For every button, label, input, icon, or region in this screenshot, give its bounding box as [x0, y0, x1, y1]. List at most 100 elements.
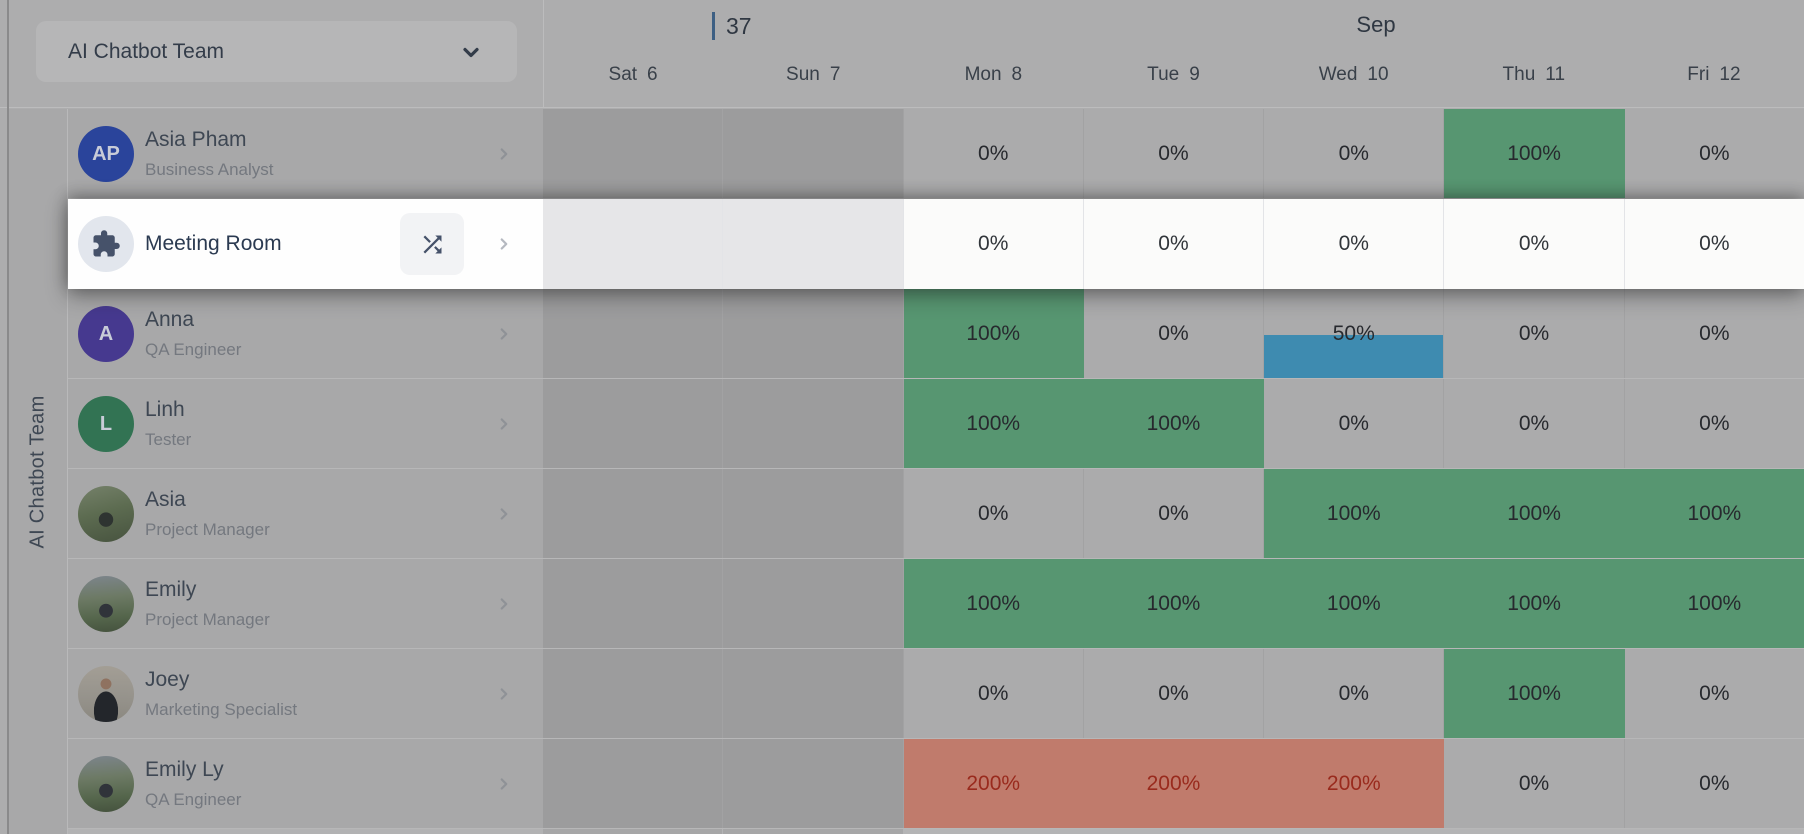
cell-sun-joey[interactable]: [723, 649, 904, 738]
cell-wed-linh[interactable]: 0%: [1264, 379, 1445, 468]
cell-mon-emily[interactable]: 100%: [903, 559, 1084, 648]
chevron-right-icon[interactable]: [495, 685, 513, 703]
cell-sat-emily-ly[interactable]: [543, 739, 724, 828]
cell-mon-asia[interactable]: 0%: [903, 469, 1084, 558]
partial-cell: [723, 829, 904, 834]
cell-thu-asia-pham[interactable]: 100%: [1444, 109, 1625, 198]
chevron-right-icon[interactable]: [495, 505, 513, 523]
day-headers: Sat 6 Sun 7 Mon 8 Tue 9 Wed 10 Thu 11 Fri 12: [543, 52, 1804, 98]
cell-fri-asia[interactable]: 100%: [1624, 469, 1804, 558]
cell-thu-emily-ly[interactable]: 0%: [1444, 739, 1625, 828]
day-cells: 0% 0% 100% 100% 100%: [543, 469, 1804, 558]
member-asia-pham[interactable]: AP Asia Pham Business Analyst: [68, 109, 543, 198]
cell-tue-emily[interactable]: 100%: [1083, 559, 1265, 648]
cell-wed-anna[interactable]: 50%: [1264, 289, 1445, 378]
row-name: Asia: [145, 488, 186, 511]
cell-sat-joey[interactable]: [543, 649, 724, 738]
member-joey[interactable]: Joey Marketing Specialist: [68, 649, 543, 738]
allocation-percent: 100%: [1146, 411, 1201, 435]
cell-wed-asia-pham[interactable]: 0%: [1264, 109, 1445, 198]
day-date: 10: [1367, 64, 1389, 85]
day-name: Mon: [964, 64, 1002, 85]
cell-sun-emily-ly[interactable]: [723, 739, 904, 828]
cell-tue-asia[interactable]: 0%: [1083, 469, 1265, 558]
cell-sat-asia-pham[interactable]: [543, 109, 724, 198]
cell-sat-asia[interactable]: [543, 469, 724, 558]
cell-mon-meeting-room[interactable]: 0%: [903, 199, 1084, 289]
cell-sun-asia-pham[interactable]: [723, 109, 904, 198]
cell-wed-asia[interactable]: 100%: [1264, 469, 1445, 558]
allocation-percent: 100%: [1326, 501, 1381, 525]
chevron-right-icon[interactable]: [495, 145, 513, 163]
cell-sun-asia[interactable]: [723, 469, 904, 558]
day-cells: 200% 200% 200% 0% 0%: [543, 739, 1804, 828]
partial-cells: [543, 829, 1804, 834]
chevron-right-icon[interactable]: [495, 595, 513, 613]
cell-fri-anna[interactable]: 0%: [1624, 289, 1804, 378]
cell-mon-asia-pham[interactable]: 0%: [903, 109, 1084, 198]
member-linh[interactable]: L Linh Tester: [68, 379, 543, 468]
cell-wed-joey[interactable]: 0%: [1264, 649, 1445, 738]
cell-tue-linh[interactable]: 100%: [1083, 379, 1265, 468]
cell-sat-meeting-room[interactable]: [543, 199, 724, 289]
cell-sun-emily[interactable]: [723, 559, 904, 648]
cell-thu-joey[interactable]: 100%: [1444, 649, 1625, 738]
cell-fri-emily-ly[interactable]: 0%: [1624, 739, 1804, 828]
cell-fri-emily[interactable]: 100%: [1624, 559, 1804, 648]
cell-tue-anna[interactable]: 0%: [1083, 289, 1265, 378]
cell-mon-emily-ly[interactable]: 200%: [903, 739, 1084, 828]
cell-sat-emily[interactable]: [543, 559, 724, 648]
cell-thu-linh[interactable]: 0%: [1444, 379, 1625, 468]
cell-sun-meeting-room[interactable]: [723, 199, 904, 289]
cell-tue-emily-ly[interactable]: 200%: [1083, 739, 1265, 828]
allocation-percent: 100%: [1507, 591, 1561, 615]
cell-fri-meeting-room[interactable]: 0%: [1624, 199, 1804, 289]
day-name: Fri: [1687, 64, 1710, 85]
allocation-percent: 100%: [1687, 501, 1742, 525]
team-selector-dropdown[interactable]: AI Chatbot Team: [36, 21, 517, 82]
cell-sun-linh[interactable]: [723, 379, 904, 468]
member-emily-ly[interactable]: Emily Ly QA Engineer: [68, 739, 543, 828]
allocation-percent: 0%: [1338, 141, 1369, 165]
day-header-wed: Wed 10: [1264, 52, 1444, 98]
member-asia[interactable]: Asia Project Manager: [68, 469, 543, 558]
resource-meeting-room[interactable]: Meeting Room: [68, 199, 543, 289]
member-anna[interactable]: A Anna QA Engineer: [68, 289, 543, 378]
cell-tue-asia-pham[interactable]: 0%: [1083, 109, 1265, 198]
allocation-percent: 0%: [1158, 232, 1189, 255]
cell-sun-anna[interactable]: [723, 289, 904, 378]
allocation-percent: 0%: [1338, 411, 1369, 435]
cell-wed-emily[interactable]: 100%: [1264, 559, 1445, 648]
cell-fri-joey[interactable]: 0%: [1624, 649, 1804, 738]
cell-mon-anna[interactable]: 100%: [903, 289, 1084, 378]
day-date: 9: [1189, 64, 1200, 85]
shuffle-button[interactable]: [400, 213, 464, 275]
cell-thu-emily[interactable]: 100%: [1444, 559, 1625, 648]
partial-next-row: [68, 829, 1804, 834]
cell-sat-linh[interactable]: [543, 379, 724, 468]
day-header-mon: Mon 8: [903, 52, 1083, 98]
chevron-right-icon[interactable]: [495, 415, 513, 433]
chevron-right-icon[interactable]: [495, 775, 513, 793]
day-date: 7: [829, 64, 841, 85]
day-cells: 100% 100% 0% 0% 0%: [543, 379, 1804, 468]
cell-thu-asia[interactable]: 100%: [1444, 469, 1625, 558]
cell-tue-joey[interactable]: 0%: [1083, 649, 1265, 738]
day-name: Wed: [1318, 64, 1358, 85]
cell-mon-joey[interactable]: 0%: [903, 649, 1084, 738]
cell-thu-anna[interactable]: 0%: [1444, 289, 1625, 378]
allocation-percent: 200%: [1326, 771, 1381, 795]
cell-wed-emily-ly[interactable]: 200%: [1264, 739, 1445, 828]
partial-cell: [1624, 829, 1804, 834]
cell-mon-linh[interactable]: 100%: [903, 379, 1084, 468]
cell-fri-linh[interactable]: 0%: [1624, 379, 1804, 468]
cell-tue-meeting-room[interactable]: 0%: [1083, 199, 1265, 289]
cell-sat-anna[interactable]: [543, 289, 724, 378]
week-start-tick: [712, 12, 715, 40]
chevron-right-icon[interactable]: [495, 325, 513, 343]
cell-fri-asia-pham[interactable]: 0%: [1624, 109, 1804, 198]
cell-thu-meeting-room[interactable]: 0%: [1444, 199, 1625, 289]
member-emily[interactable]: Emily Project Manager: [68, 559, 543, 648]
chevron-right-icon[interactable]: [495, 235, 513, 253]
cell-wed-meeting-room[interactable]: 0%: [1264, 199, 1445, 289]
